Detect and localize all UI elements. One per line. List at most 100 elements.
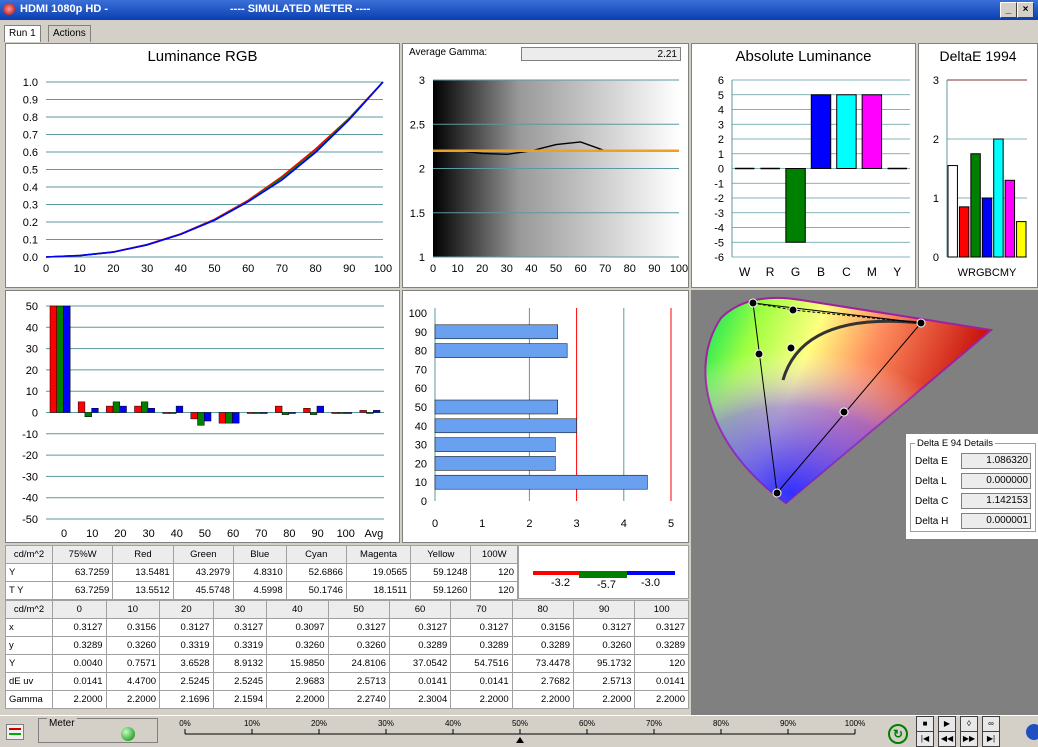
table-cell: 59.1248 (410, 563, 472, 582)
cie-point-cyan (754, 349, 764, 359)
help-icon[interactable] (1026, 724, 1038, 740)
table-header-cell: 60 (388, 600, 452, 619)
table-cell: 0.3097 (266, 618, 329, 637)
table-header-row: cd/m^2 75%W Red Green Blue Cyan Magenta Yellow 1… (5, 545, 518, 564)
x-tick-label: 100 (337, 528, 355, 540)
balance-bar (316, 405, 324, 413)
table-row: Y 0.0040 0.7571 3.6528 8.9132 15.9850 24.8106 3… (5, 654, 689, 673)
y-tick-label: 40 (26, 322, 38, 334)
absolute-luminance-panel: Absolute Luminance 6 5 4 3 2 1 0 -1 -2 -3 -4 -5 -6 W R… (691, 43, 916, 288)
deltae-1994-chart: 3 2 1 0 WRGBCMY (933, 75, 1027, 279)
maximize-button[interactable]: × (1017, 2, 1034, 18)
menu-icon[interactable] (6, 724, 24, 740)
x-tick-label: 0 (432, 518, 438, 530)
table-cell: 0.3127 (212, 618, 268, 637)
x-tick-label: 100 (670, 263, 688, 275)
balance-bar (175, 405, 184, 413)
x-tick-label: 10 (74, 263, 86, 275)
table-header-cell: 30 (212, 600, 268, 619)
y-tick-label: -5 (714, 237, 724, 249)
y-tick-label: 0.6 (23, 147, 38, 159)
table-cell: 18.1511 (345, 581, 412, 600)
first-button[interactable]: |◀ (916, 731, 934, 747)
rgb-balance-strip: -3.2 -5.7 -3.0 (518, 545, 689, 599)
stop-button[interactable]: ■ (916, 716, 934, 732)
balance-bar (331, 412, 339, 414)
x-tick-label: 60 (227, 528, 239, 540)
tab-actions[interactable]: Actions (48, 25, 91, 42)
gray-level-slider[interactable]: 0% 10% 20% 30% 40% 50% 60% 70% 80% 90% 100% (160, 716, 870, 746)
last-button[interactable]: ▶| (982, 731, 1000, 747)
balance-bar (91, 407, 99, 413)
table-cell: 120 (470, 563, 518, 582)
balance-bar (197, 412, 205, 426)
abs-lum-bar (810, 94, 832, 169)
x-tick-label: 1 (479, 518, 485, 530)
balance-bar (84, 412, 92, 418)
delta-e94-fieldset: Delta E 94 Details Delta E 1.086320 Delta… (910, 438, 1036, 532)
table-header-cell: 90 (572, 600, 636, 619)
delta-bars-panel: 100 90 80 70 60 50 40 30 20 10 0 0 1 2 3 4 5 (402, 290, 689, 543)
play-button[interactable]: ▶ (938, 716, 956, 732)
y-tick-label: 0.5 (23, 165, 38, 177)
balance-bar (275, 405, 283, 413)
table-cell: 2.2000 (105, 690, 161, 709)
cie-blue-overlay (705, 297, 991, 503)
table-cell: 0.0040 (52, 654, 107, 673)
x-tick-label: 10 (86, 528, 98, 540)
x-tick-label: 0 (61, 528, 67, 540)
deltae-1994-title: DeltaE 1994 (939, 48, 1017, 64)
rgb-balance-panel: 50 40 30 20 10 0 -10 -20 -30 -40 -50 0 10 20 30 40 50 60 7… (5, 290, 400, 543)
delta-hbar (434, 456, 556, 471)
rewind-button[interactable]: ◀◀ (938, 731, 956, 747)
x-category-label: G (791, 265, 800, 279)
measure-button[interactable]: ◊ (960, 716, 978, 732)
meter-status-icon (121, 727, 135, 741)
minimize-button[interactable]: _ (1000, 2, 1017, 18)
table-cell: y (5, 636, 53, 655)
balance-bar (190, 412, 198, 420)
table-header-cell: 20 (159, 600, 214, 619)
x-tick-label: Avg (365, 528, 384, 540)
y-tick-label: 6 (718, 75, 724, 87)
y-tick-label: 30 (415, 440, 427, 452)
table-cell: 0.3127 (52, 618, 107, 637)
table-cell: 0.3260 (327, 636, 390, 655)
table-cell: 2.1594 (212, 690, 268, 709)
table-cell: 0.3289 (511, 636, 575, 655)
balance-bar (119, 405, 127, 413)
slider-tick-label: 80% (713, 719, 729, 728)
planckian-locus (781, 319, 922, 381)
y-tick-label: 3 (933, 75, 939, 87)
table-cell: 4.4700 (105, 672, 161, 691)
table-cell: 120 (634, 654, 689, 673)
y-tick-label: 1 (718, 149, 724, 161)
table-cell: 2.2000 (266, 690, 329, 709)
slider-tick-label: 20% (311, 719, 327, 728)
x-category-label: W (739, 265, 751, 279)
balance-bar (366, 412, 374, 414)
delta-c-label: Delta C (915, 495, 949, 507)
y-tick-label: -40 (22, 493, 38, 505)
abs-lum-bar (861, 94, 883, 169)
tab-run1[interactable]: Run 1 (4, 25, 41, 42)
y-tick-label: 10 (26, 386, 38, 398)
refresh-icon[interactable]: ↻ (888, 724, 908, 744)
table-cell: 0.3156 (511, 618, 575, 637)
tab-bar: Run 1 Actions (0, 20, 1038, 42)
slider-tick-label: 50% (512, 719, 528, 728)
balance-bar (56, 305, 64, 413)
y-tick-label: 0.4 (23, 182, 38, 194)
y-tick-label: -4 (714, 223, 724, 235)
x-category-label: Y (893, 265, 901, 279)
slider-tick-label: 0% (179, 719, 191, 728)
balance-bar (63, 305, 71, 413)
balance-bar (281, 412, 290, 415)
rgb-strip-red (533, 571, 579, 575)
table-cell: 0.3127 (159, 618, 214, 637)
loop-button[interactable]: ∞ (982, 716, 1000, 732)
y-tick-label: 20 (26, 365, 38, 377)
table-cell: 0.3127 (327, 618, 390, 637)
table-cell: 50.1746 (285, 581, 347, 600)
